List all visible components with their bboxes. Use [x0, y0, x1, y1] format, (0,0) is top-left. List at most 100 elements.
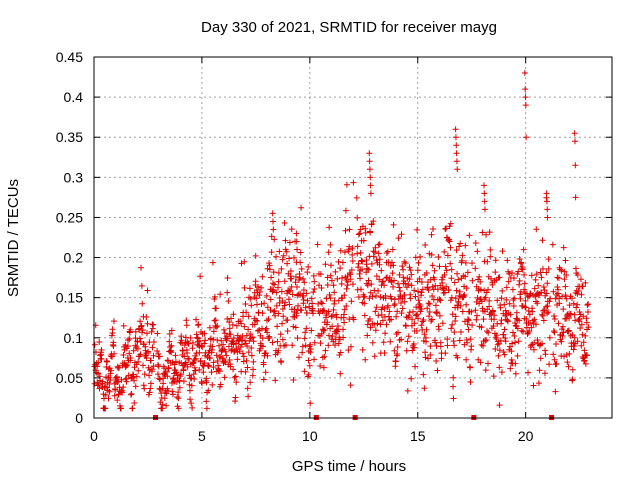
data-point — [223, 352, 230, 359]
data-point — [166, 330, 173, 337]
data-point — [558, 267, 565, 274]
data-point — [359, 266, 366, 273]
data-point — [339, 295, 346, 302]
data-point — [337, 265, 344, 272]
data-point — [353, 194, 360, 201]
data-point — [375, 312, 382, 319]
data-point — [272, 312, 279, 319]
data-point — [485, 329, 492, 336]
data-point — [423, 326, 430, 333]
data-point — [584, 301, 591, 308]
data-point — [349, 251, 356, 258]
data-point — [381, 350, 388, 357]
data-point — [514, 271, 521, 278]
data-point — [336, 336, 343, 343]
data-point — [357, 249, 364, 256]
data-point — [133, 361, 140, 368]
data-point — [320, 364, 327, 371]
data-point — [452, 295, 459, 302]
data-point — [267, 307, 274, 314]
data-point — [417, 302, 424, 309]
data-point — [364, 282, 371, 289]
data-point — [147, 357, 154, 364]
data-point — [388, 259, 395, 266]
data-point — [341, 292, 348, 299]
data-point — [391, 302, 398, 309]
data-point — [552, 388, 559, 395]
data-point — [463, 285, 470, 292]
data-point — [530, 382, 537, 389]
data-point — [464, 269, 471, 276]
data-point — [268, 249, 275, 256]
data-point — [403, 347, 410, 354]
data-point — [263, 325, 270, 332]
data-point — [429, 226, 436, 233]
data-point — [421, 331, 428, 338]
data-point — [226, 325, 233, 332]
data-point — [531, 316, 538, 323]
data-point — [254, 327, 261, 334]
data-point — [224, 335, 231, 342]
data-point — [419, 318, 426, 325]
data-point — [436, 263, 443, 270]
data-point — [551, 315, 558, 322]
data-point — [535, 282, 542, 289]
data-point — [128, 390, 135, 397]
data-point — [496, 364, 503, 371]
data-point — [335, 340, 342, 347]
data-point — [382, 295, 389, 302]
data-point — [539, 311, 546, 318]
data-point — [534, 300, 541, 307]
data-point — [487, 246, 494, 253]
data-point — [442, 226, 449, 233]
data-point — [502, 334, 509, 341]
data-point — [232, 394, 239, 401]
data-point — [342, 227, 349, 234]
data-point — [317, 363, 324, 369]
data-points — [91, 70, 592, 412]
data-point — [217, 291, 224, 298]
data-point — [319, 300, 326, 307]
chart-title: Day 330 of 2021, SRMTID for receiver may… — [201, 19, 497, 36]
data-point — [555, 286, 562, 293]
data-point — [349, 281, 356, 288]
data-point — [249, 372, 256, 379]
data-point — [482, 367, 489, 374]
data-point — [185, 340, 192, 347]
data-point — [247, 379, 254, 386]
data-point — [118, 405, 125, 412]
data-point — [344, 278, 351, 285]
data-point — [306, 362, 313, 369]
data-point — [126, 335, 133, 342]
data-point — [559, 323, 566, 330]
data-point — [525, 369, 532, 376]
data-point — [383, 321, 390, 328]
data-point — [288, 283, 295, 290]
data-point — [287, 287, 294, 294]
data-point — [506, 300, 513, 307]
data-point — [245, 393, 252, 400]
data-point — [400, 266, 407, 273]
data-point — [328, 277, 335, 284]
data-point — [464, 316, 471, 323]
data-point — [326, 291, 333, 298]
data-point — [195, 342, 202, 349]
data-point — [282, 237, 289, 244]
data-point — [408, 271, 415, 278]
data-point — [436, 296, 443, 303]
data-point — [150, 352, 157, 359]
data-point — [501, 351, 508, 358]
data-point — [562, 257, 569, 264]
data-point — [535, 380, 542, 387]
data-point — [143, 355, 150, 362]
data-point — [188, 382, 195, 389]
data-point — [343, 181, 350, 188]
data-point — [229, 338, 236, 345]
data-point — [264, 352, 271, 359]
data-point — [402, 322, 409, 329]
data-point — [474, 312, 481, 319]
data-point — [232, 373, 239, 380]
data-point — [450, 383, 457, 390]
data-point — [270, 269, 277, 276]
data-point — [404, 387, 411, 394]
